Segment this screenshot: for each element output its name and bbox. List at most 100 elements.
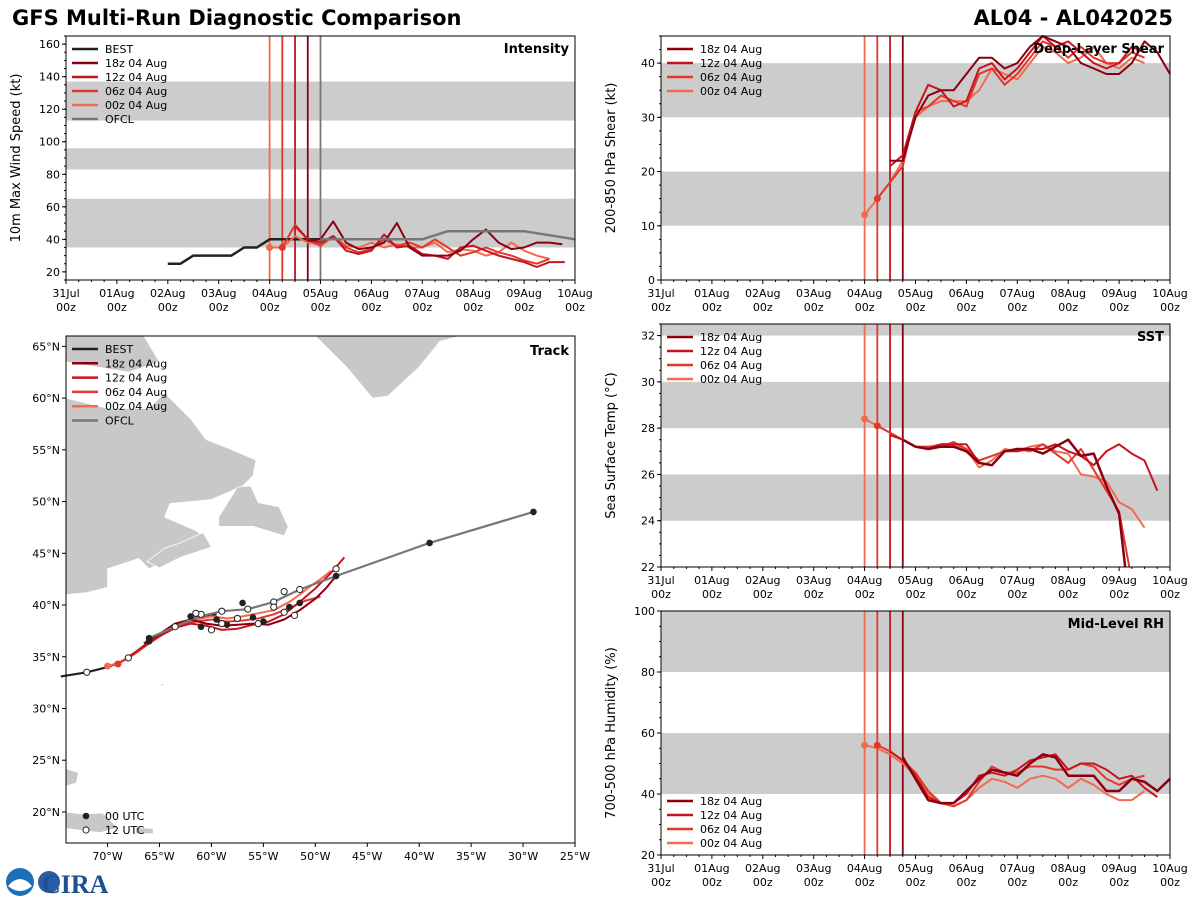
rh-xtick-label: 00z	[1160, 876, 1180, 889]
rh-xtick-label: 00z	[957, 876, 977, 889]
track-xtick-label: 55°W	[248, 850, 278, 863]
intensity-xtick-label: 01Aug	[99, 287, 134, 300]
shear-xtick-label: 31Jul	[647, 287, 674, 300]
figure-title: GFS Multi-Run Diagnostic Comparison	[12, 6, 462, 30]
intensity-series-r18	[307, 220, 563, 257]
track-marker-00utc	[530, 508, 537, 516]
sst-ytick-label: 28	[641, 422, 655, 435]
track-ytick-label: 30°N	[32, 702, 60, 715]
intensity-legend-label: 12z 04 Aug	[105, 71, 167, 84]
shear-series-r18	[890, 35, 1171, 162]
rh-xtick-label: 00z	[1007, 876, 1027, 889]
track-marker-legend-label: 12 UTC	[105, 824, 145, 837]
intensity-ytick-label: 160	[39, 38, 60, 51]
track-xtick-label: 65°W	[144, 850, 174, 863]
track-legend-label: OFCL	[105, 415, 135, 428]
sst-ytick-label: 26	[641, 468, 655, 481]
sst-legend-label: 00z 04 Aug	[700, 373, 762, 386]
rh-xtick-label: 00z	[651, 876, 671, 889]
intensity-xtick-label: 31Jul	[52, 287, 79, 300]
track-frame	[65, 335, 576, 844]
intensity-ytick-label: 100	[39, 136, 60, 149]
sst-xtick-label: 31Jul	[647, 574, 674, 587]
intensity-title: Intensity	[504, 42, 570, 57]
rh-xtick-label: 00z	[1109, 876, 1129, 889]
rh-xtick-label: 01Aug	[694, 862, 729, 875]
shear-start-marker	[861, 211, 869, 219]
rh-xtick-label: 03Aug	[796, 862, 831, 875]
sst-ytick-label: 24	[641, 515, 655, 528]
sst-series-r18	[902, 438, 1127, 568]
legend-marker-open	[82, 826, 90, 834]
rh-xtick-label: 00z	[906, 876, 926, 889]
intensity-ytick-label: 60	[46, 201, 60, 214]
sst-xtick-label: 01Aug	[694, 574, 729, 587]
intensity-legend-label: 00z 04 Aug	[105, 99, 167, 112]
shear-xtick-label: 00z	[1007, 301, 1027, 314]
rh-xtick-label: 00z	[855, 876, 875, 889]
rh-xtick-label: 10Aug	[1152, 862, 1187, 875]
sst-xtick-label: 04Aug	[847, 574, 882, 587]
sst-xtick-label: 07Aug	[1000, 574, 1035, 587]
shear-panel: 01020304031Jul00z01Aug00z02Aug00z03Aug00…	[604, 35, 1188, 314]
shear-legend-label: 12z 04 Aug	[700, 57, 762, 70]
rh-legend-label: 06z 04 Aug	[700, 823, 762, 836]
rh-legend-label: 18z 04 Aug	[700, 795, 762, 808]
track-xtick-label: 60°W	[196, 850, 226, 863]
track-marker-legend-label: 00 UTC	[105, 810, 145, 823]
rh-xtick-label: 00z	[702, 876, 722, 889]
shear-xtick-label: 02Aug	[745, 287, 780, 300]
shear-ytick-label: 40	[641, 57, 655, 70]
sst-xtick-label: 00z	[957, 588, 977, 601]
intensity-xtick-label: 00z	[412, 301, 432, 314]
sst-xtick-label: 10Aug	[1152, 574, 1187, 587]
intensity-xtick-label: 00z	[158, 301, 178, 314]
shear-ytick-label: 30	[641, 111, 655, 124]
shear-xtick-label: 08Aug	[1050, 287, 1085, 300]
track-marker-00utc	[213, 616, 220, 623]
rh-xtick-label: 00z	[804, 876, 824, 889]
shear-title: Deep-Layer Shear	[1033, 42, 1164, 57]
track-xtick-label: 35°W	[456, 850, 486, 863]
rh-ytick-label: 80	[641, 666, 655, 679]
intensity-xtick-label: 09Aug	[506, 287, 541, 300]
sst-xtick-label: 00z	[1007, 588, 1027, 601]
sst-start-marker	[873, 422, 881, 430]
sst-legend-label: 06z 04 Aug	[700, 359, 762, 372]
sst-ytick-label: 32	[641, 330, 655, 343]
legend-marker-filled	[82, 812, 90, 820]
sst-xtick-label: 00z	[651, 588, 671, 601]
intensity-xtick-label: 08Aug	[455, 287, 490, 300]
sst-xtick-label: 00z	[855, 588, 875, 601]
rh-panel: 2040608010031Jul00z01Aug00z02Aug00z03Aug…	[604, 605, 1188, 889]
shear-xtick-label: 04Aug	[847, 287, 882, 300]
sst-xtick-label: 00z	[804, 588, 824, 601]
shear-legend-label: 06z 04 Aug	[700, 71, 762, 84]
cira-logo: CIRA	[6, 868, 109, 899]
shear-xtick-label: 00z	[855, 301, 875, 314]
track-ytick-label: 20°N	[32, 806, 60, 819]
track-marker-00utc	[239, 599, 246, 607]
sst-xtick-label: 00z	[1160, 588, 1180, 601]
intensity-series-r06	[281, 223, 550, 265]
rh-start-marker	[861, 741, 869, 749]
rh-title: Mid-Level RH	[1068, 617, 1164, 632]
intensity-legend-label: BEST	[105, 43, 133, 56]
shear-xtick-label: 00z	[1058, 301, 1078, 314]
track-marker-12utc	[244, 605, 252, 613]
sst-xtick-label: 03Aug	[796, 574, 831, 587]
track-marker-12utc	[270, 603, 278, 611]
track-series-r18	[143, 575, 337, 645]
rh-xtick-label: 09Aug	[1101, 862, 1136, 875]
sst-xtick-label: 00z	[1109, 588, 1129, 601]
track-ytick-label: 55°N	[32, 444, 60, 457]
shear-xtick-label: 07Aug	[1000, 287, 1035, 300]
track-marker-12utc	[192, 609, 200, 617]
intensity-xtick-label: 00z	[311, 301, 331, 314]
shear-xtick-label: 00z	[906, 301, 926, 314]
intensity-xtick-label: 00z	[514, 301, 534, 314]
track-start-marker	[114, 660, 122, 668]
shear-xtick-label: 09Aug	[1101, 287, 1136, 300]
track-xtick-label: 40°W	[404, 850, 434, 863]
rh-xtick-label: 00z	[753, 876, 773, 889]
